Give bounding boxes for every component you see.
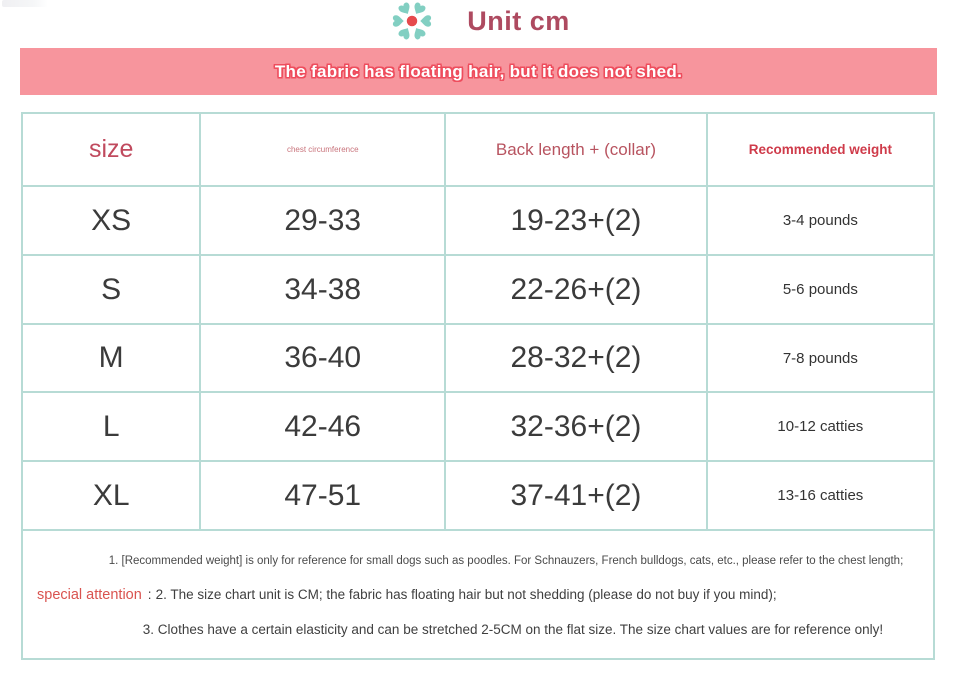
chest-cell: 36-40: [201, 325, 447, 393]
size-cell: S: [23, 256, 202, 325]
size-table: size chest circumference Back length + (…: [21, 112, 935, 660]
weight-cell: 5-6 pounds: [707, 256, 933, 325]
chest-cell: 42-46: [201, 393, 447, 462]
flower-icon: [393, 2, 432, 40]
chest-cell: 47-51: [201, 462, 447, 531]
size-cell: XS: [23, 187, 202, 256]
special-attention-notes: 1. [Recommended weight] is only for refe…: [23, 531, 933, 658]
chest-cell: 29-33: [201, 187, 447, 256]
note-line-1: 1. [Recommended weight] is only for refe…: [108, 555, 904, 567]
page-title: Unit cm: [467, 5, 570, 36]
note-line-2-text: 2. The size chart unit is CM; the fabric…: [155, 587, 777, 602]
weight-cell: 13-16 catties: [707, 462, 933, 531]
attention-separator: :: [147, 587, 152, 602]
weight-cell: 10-12 catties: [707, 393, 933, 462]
weight-cell: 3-4 pounds: [707, 187, 933, 256]
back-length-cell: 19-23+(2): [446, 187, 708, 256]
weight-cell: 7-8 pounds: [707, 325, 933, 393]
special-attention-label: special attention: [37, 587, 142, 603]
back-length-cell: 28-32+(2): [446, 325, 708, 393]
chest-cell: 34-38: [201, 256, 447, 325]
column-header-back-length: Back length + (collar): [446, 114, 708, 187]
column-header-chest-circumference: chest circumference: [201, 114, 447, 187]
size-cell: M: [23, 325, 202, 393]
title-row: Unit cm: [0, 0, 957, 46]
size-cell: L: [23, 393, 202, 462]
fabric-notice-banner: The fabric has floating hair, but it doe…: [20, 48, 937, 95]
back-length-cell: 32-36+(2): [446, 393, 708, 462]
note-line-3: 3. Clothes have a certain elasticity and…: [142, 622, 884, 637]
back-length-cell: 37-41+(2): [446, 462, 708, 531]
column-header-size: size: [23, 114, 202, 187]
banner-text: The fabric has floating hair, but it doe…: [274, 61, 683, 81]
cropped-artifact: [2, 0, 48, 7]
size-cell: XL: [23, 462, 202, 531]
back-length-cell: 22-26+(2): [446, 256, 708, 325]
column-header-recommended-weight: Recommended weight: [707, 114, 933, 187]
note-line-2: special attention:2. The size chart unit…: [37, 587, 777, 603]
